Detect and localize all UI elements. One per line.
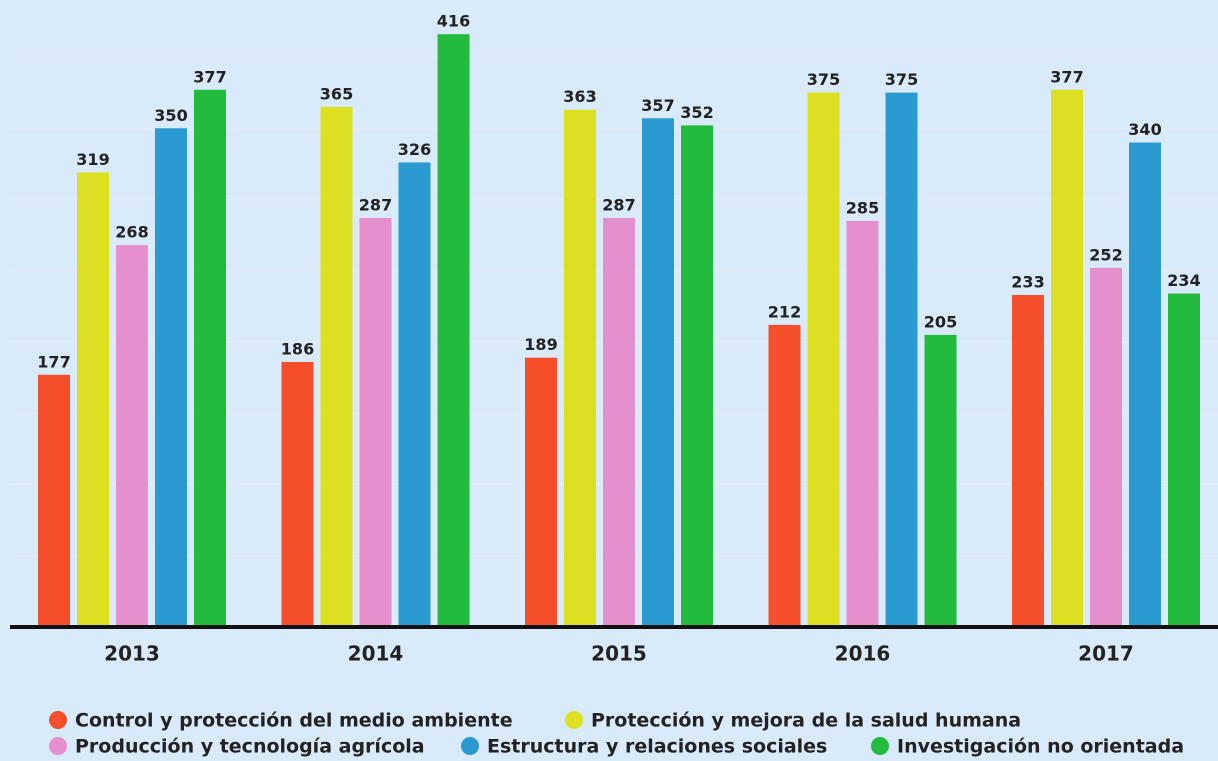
bar	[885, 92, 918, 627]
bar	[320, 106, 353, 627]
value-label: 268	[115, 223, 148, 242]
value-label: 177	[37, 352, 70, 371]
bar	[1051, 89, 1083, 627]
bar	[116, 245, 148, 627]
legend-marker	[49, 737, 67, 755]
bar	[681, 125, 713, 628]
value-label: 234	[1167, 271, 1200, 290]
value-label: 363	[563, 87, 596, 106]
value-label: 319	[76, 150, 109, 169]
value-label: 285	[846, 198, 879, 217]
value-label: 416	[437, 12, 470, 31]
bar	[155, 128, 187, 627]
bar	[359, 218, 392, 627]
x-tick-label: 2015	[591, 642, 647, 666]
bar	[642, 118, 674, 628]
bar	[1129, 142, 1161, 627]
bar	[398, 162, 431, 627]
bar	[1090, 267, 1122, 627]
legend-label: Estructura y relaciones sociales	[487, 736, 827, 758]
value-label: 365	[320, 84, 353, 103]
legend-label: Protección y mejora de la salud humana	[591, 710, 1021, 732]
bar	[525, 357, 557, 627]
value-label: 205	[924, 312, 957, 331]
bar	[194, 89, 226, 627]
legend-label: Control y protección del medio ambiente	[75, 710, 513, 732]
bar	[77, 172, 109, 628]
value-label: 252	[1089, 245, 1122, 264]
legend-marker	[49, 711, 67, 729]
legend-marker	[565, 711, 583, 729]
bar	[603, 218, 635, 627]
value-label: 375	[807, 70, 840, 89]
x-tick-label: 2016	[835, 642, 891, 666]
value-label: 326	[398, 140, 431, 159]
value-label: 287	[602, 196, 635, 215]
value-label: 375	[885, 70, 918, 89]
value-label: 352	[680, 103, 713, 122]
bar	[807, 92, 840, 627]
bar	[38, 374, 70, 627]
bar	[924, 334, 957, 627]
legend-label: Producción y tecnología agrícola	[75, 736, 425, 758]
legend-marker	[461, 737, 479, 755]
bar	[281, 361, 314, 627]
value-label: 340	[1128, 120, 1161, 139]
legend-label: Investigación no orientada	[897, 736, 1184, 758]
value-label: 350	[154, 106, 187, 125]
legend-marker	[871, 737, 889, 755]
value-label: 233	[1011, 272, 1044, 291]
x-tick-label: 2017	[1078, 642, 1134, 666]
bar	[1168, 293, 1200, 627]
value-label: 189	[524, 335, 557, 354]
x-tick-label: 2013	[104, 642, 160, 666]
value-label: 186	[281, 339, 314, 358]
value-label: 357	[641, 96, 674, 115]
x-tick-label: 2014	[348, 642, 404, 666]
bar	[1012, 294, 1044, 627]
value-label: 377	[1050, 67, 1083, 86]
bar	[768, 324, 801, 627]
bar	[846, 220, 879, 627]
bar	[437, 34, 470, 627]
value-label: 212	[768, 302, 801, 321]
value-label: 377	[193, 67, 226, 86]
value-label: 287	[359, 196, 392, 215]
bar	[564, 109, 596, 628]
